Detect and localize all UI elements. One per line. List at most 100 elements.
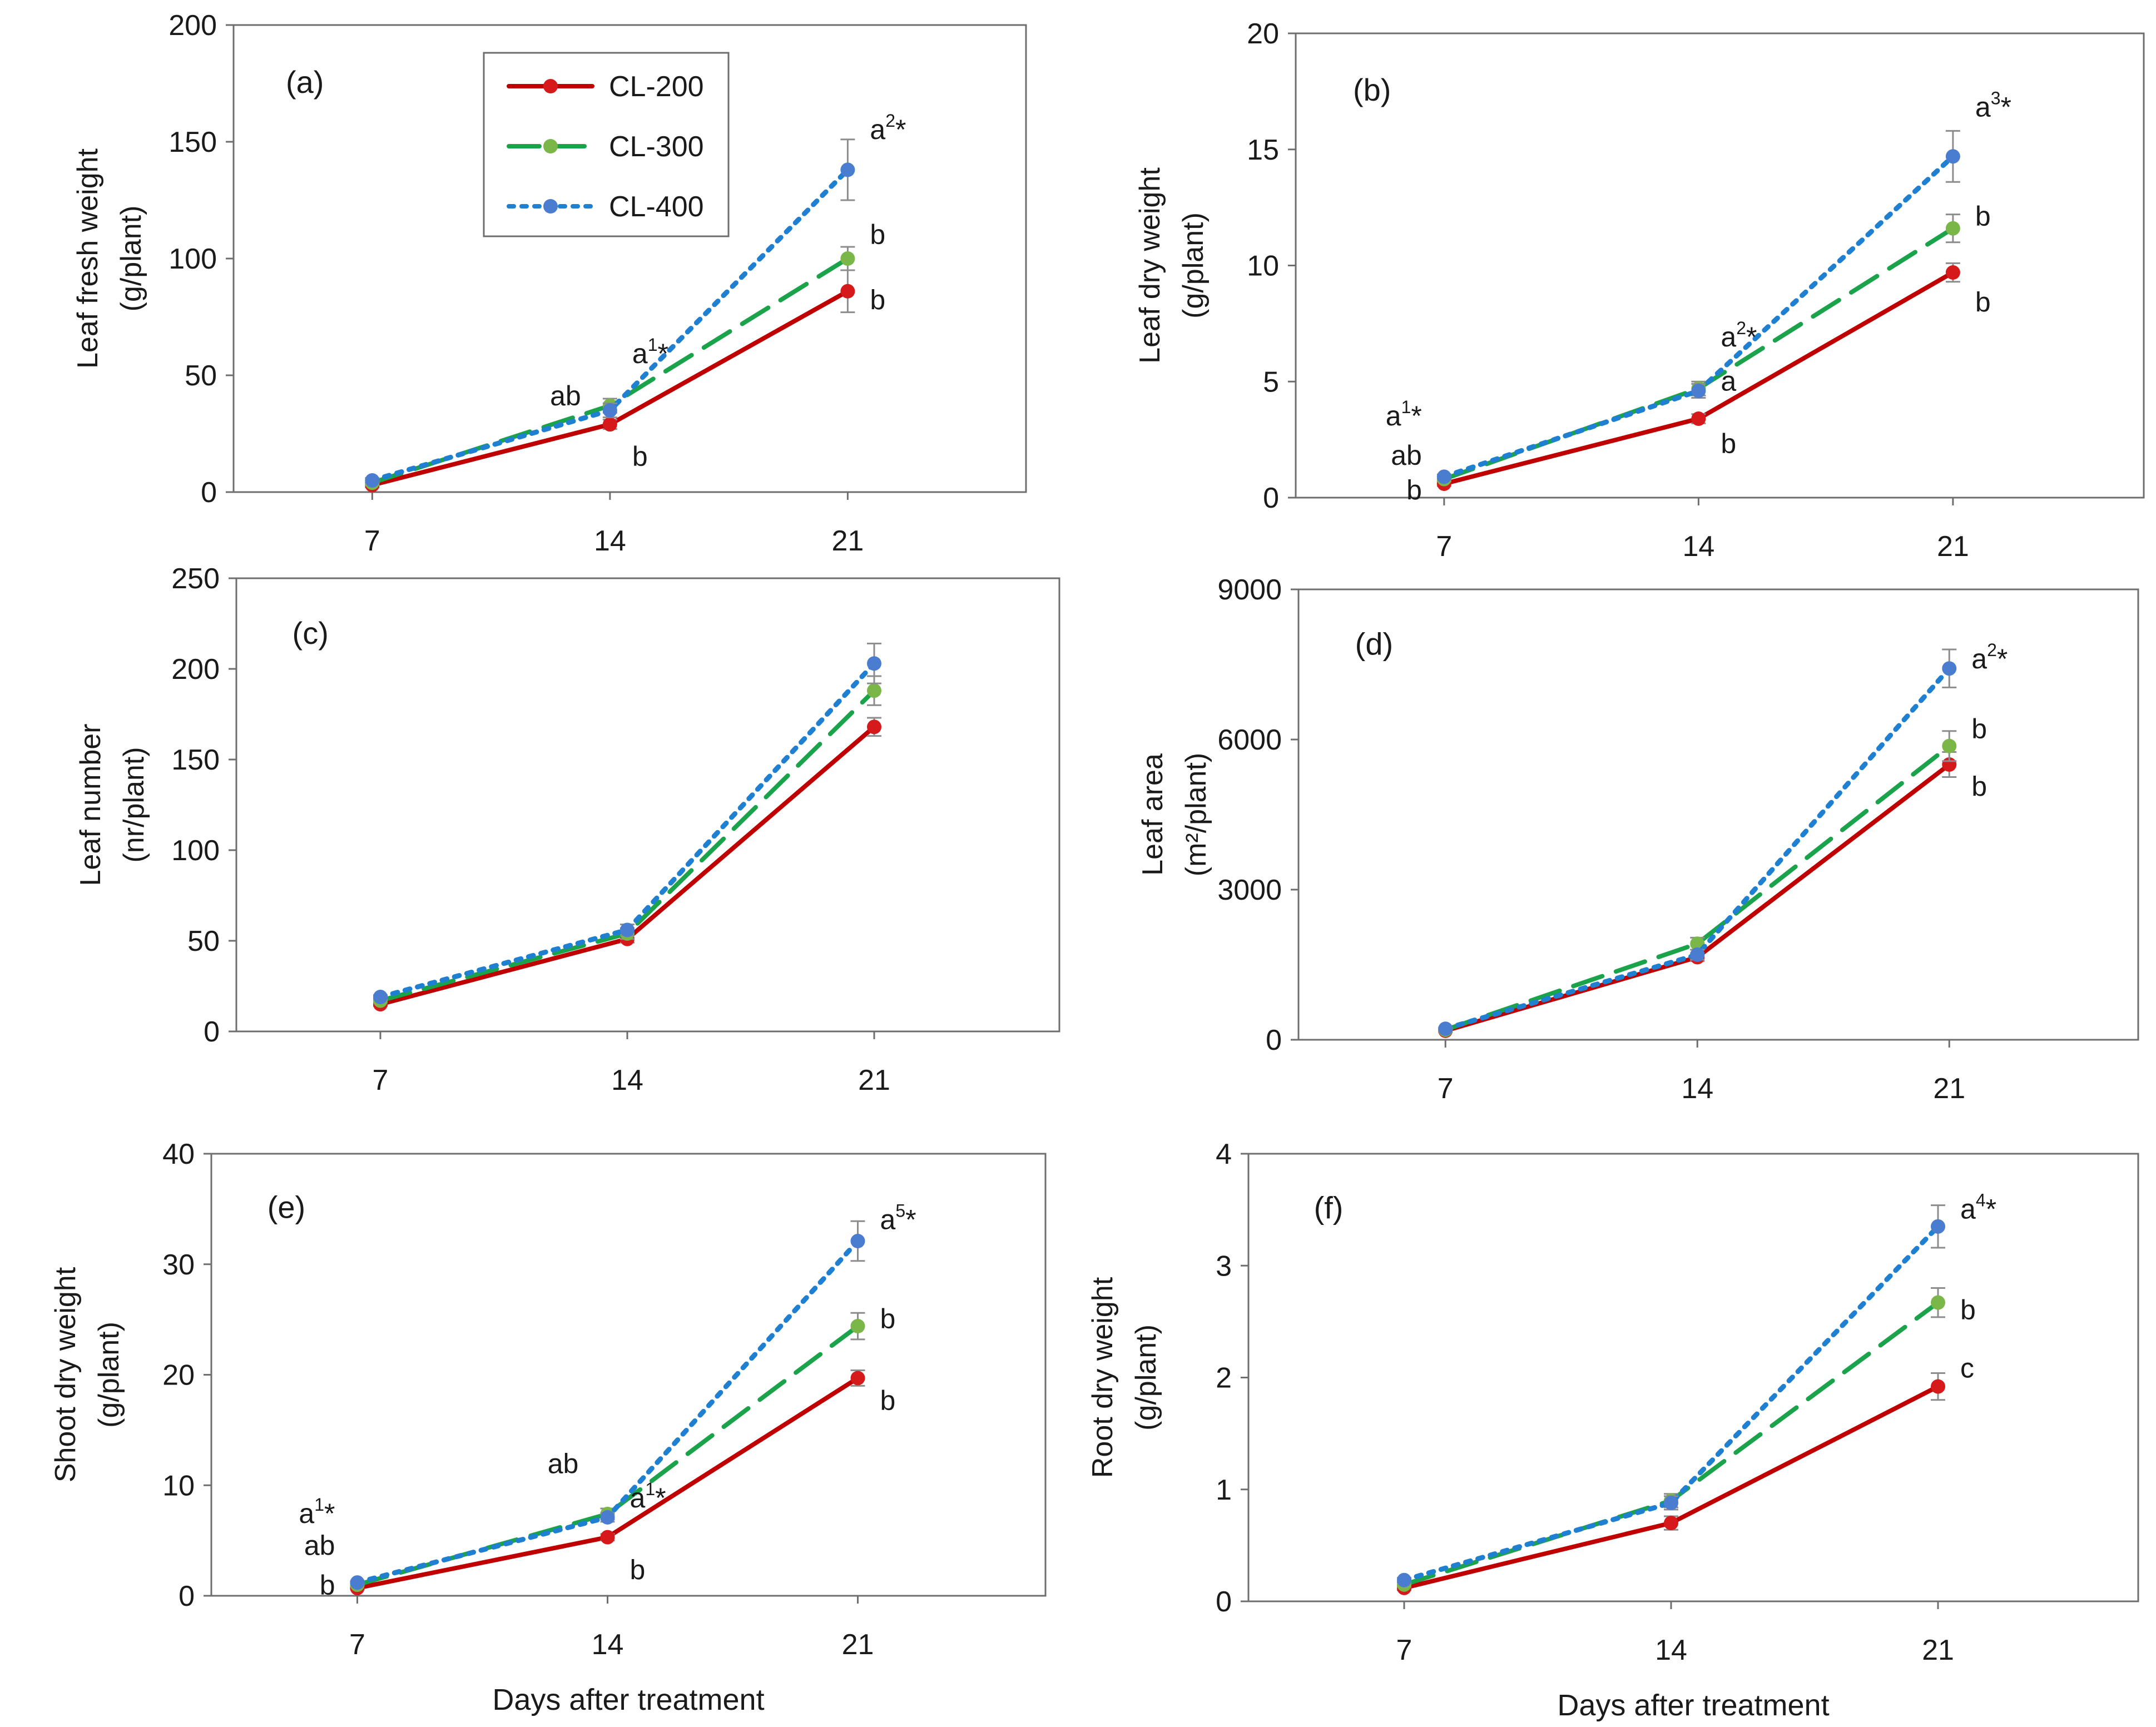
x-tick-label: 7: [364, 525, 380, 557]
legend-label-cl-200: CL-200: [609, 71, 704, 103]
y-axis-label-line: Leaf dry weight: [1134, 167, 1166, 364]
significance-superscript: 1: [314, 1495, 324, 1515]
significance-superscript: 1: [648, 335, 658, 355]
significance-letter: b: [1971, 771, 1987, 802]
significance-label: a2*: [1971, 640, 2008, 674]
significance-letter: ab: [304, 1530, 335, 1561]
significance-label: a1*: [1386, 397, 1422, 431]
data-point-cl-400: [1942, 661, 1957, 676]
y-tick-label: 0: [204, 1016, 220, 1048]
x-tick-label: 7: [349, 1629, 365, 1661]
y-tick-label: 0: [1266, 1024, 1282, 1056]
x-tick-label: 7: [1396, 1634, 1412, 1666]
significance-superscript: 1: [1401, 397, 1411, 417]
x-tick-label: 14: [594, 525, 626, 557]
y-axis-label-line: (g/plant): [93, 1322, 125, 1428]
significance-label: b: [870, 285, 885, 316]
data-point-cl-400: [1691, 383, 1706, 398]
panel-label: (d): [1355, 626, 1393, 661]
significance-star: *: [657, 338, 668, 369]
y-axis-label-line: Shoot dry weight: [49, 1267, 82, 1482]
significance-letter: a: [1975, 92, 1991, 123]
x-tick-label: 21: [1922, 1634, 1954, 1666]
data-point-cl-300: [867, 683, 881, 698]
data-point-cl-200: [867, 719, 881, 735]
significance-star: *: [2000, 92, 2011, 123]
significance-superscript: 5: [895, 1200, 905, 1220]
y-tick-label: 6000: [1217, 724, 1282, 756]
y-tick-label: 0: [201, 477, 217, 509]
series-line-cl-300: [378, 688, 876, 1003]
significance-letter: a: [632, 338, 648, 369]
significance-letter: b: [1971, 713, 1987, 745]
chart-panel-c: 0 50 100 150 200 250 7 14 21 Leaf number (nr/plant…: [75, 563, 1060, 1096]
significance-star: *: [655, 1482, 666, 1513]
chart-panel-d: 0 3000 6000 9000 7 14 21 Leaf area (m²/plant) (d)…: [1137, 574, 2139, 1105]
panel-label: (f): [1314, 1190, 1344, 1225]
series-line-cl-300: [370, 256, 850, 485]
y-tick-label: 250: [171, 563, 220, 595]
x-tick-label: 21: [858, 1064, 890, 1096]
legend-marker-cl-200: [543, 79, 558, 93]
legend-marker-cl-400: [543, 199, 558, 214]
y-tick-label: 50: [187, 925, 220, 957]
series-line-cl-200: [370, 289, 850, 488]
significance-label: ab: [548, 1448, 579, 1479]
y-tick-label: 0: [1216, 1586, 1232, 1618]
series-line-cl-300: [1443, 743, 1952, 1032]
significance-letter: b: [630, 1554, 646, 1585]
significance-letter: a: [880, 1204, 896, 1235]
x-tick-label: 21: [831, 525, 864, 557]
significance-label: ab: [550, 380, 581, 411]
y-tick-label: 4: [1216, 1138, 1232, 1170]
y-axis-label-line: (g/plant): [1130, 1324, 1162, 1431]
y-axis-label-line: (nr/plant): [118, 747, 150, 862]
y-axis-label-line: (g/plant): [1177, 212, 1210, 319]
significance-letter: b: [320, 1570, 335, 1601]
data-point-cl-400: [1397, 1572, 1411, 1587]
y-axis-label: Leaf fresh weight (g/plant): [72, 148, 147, 369]
y-tick-label: 3: [1216, 1250, 1232, 1282]
panel-label: (b): [1353, 72, 1391, 107]
data-point-cl-400: [1690, 947, 1705, 962]
plot-frame: [235, 577, 1060, 1033]
data-point-cl-400: [373, 990, 388, 1005]
y-axis-label-line: Leaf area: [1137, 753, 1169, 876]
y-tick-label: 100: [171, 835, 220, 867]
significance-label: a1*: [299, 1495, 335, 1529]
legend-label-cl-400: CL-400: [609, 191, 704, 223]
y-axis-label: Shoot dry weight (g/plant): [49, 1267, 125, 1482]
x-tick-label: 7: [373, 1064, 389, 1096]
panel-label: (c): [293, 616, 329, 651]
y-axis-label-line: Root dry weight: [1087, 1277, 1119, 1478]
data-point-cl-200: [1945, 265, 1960, 280]
data-point-cl-400: [1438, 1021, 1453, 1036]
significance-letter: b: [870, 285, 885, 316]
significance-label: b: [1406, 474, 1422, 505]
data-point-cl-300: [1931, 1295, 1945, 1310]
significance-letter: a: [1386, 400, 1401, 431]
panel-label: (e): [267, 1189, 305, 1224]
y-tick-label: 0: [1263, 482, 1279, 514]
data-point-cl-400: [365, 473, 380, 488]
series-line-cl-200: [355, 1376, 860, 1591]
significance-label: b: [630, 1554, 646, 1585]
y-axis-label-line: Leaf fresh weight: [72, 148, 104, 369]
significance-letter: b: [1721, 428, 1736, 459]
significance-superscript: 2: [1987, 640, 1997, 660]
plot-frame: [210, 1153, 1047, 1597]
y-tick-label: 20: [162, 1359, 195, 1392]
x-tick-label: 7: [1436, 530, 1452, 563]
data-point-cl-400: [867, 656, 881, 671]
significance-label: a1*: [632, 335, 668, 369]
significance-label: a4*: [1960, 1190, 1996, 1225]
significance-label: c: [1960, 1352, 1974, 1383]
y-axis-label: Leaf area (m²/plant): [1137, 753, 1212, 876]
significance-letter: a: [1960, 1194, 1976, 1225]
y-tick-label: 2: [1216, 1362, 1232, 1394]
y-tick-label: 30: [162, 1249, 195, 1281]
data-point-cl-400: [602, 403, 617, 418]
x-tick-label: 21: [842, 1629, 874, 1661]
data-point-cl-200: [840, 284, 855, 299]
